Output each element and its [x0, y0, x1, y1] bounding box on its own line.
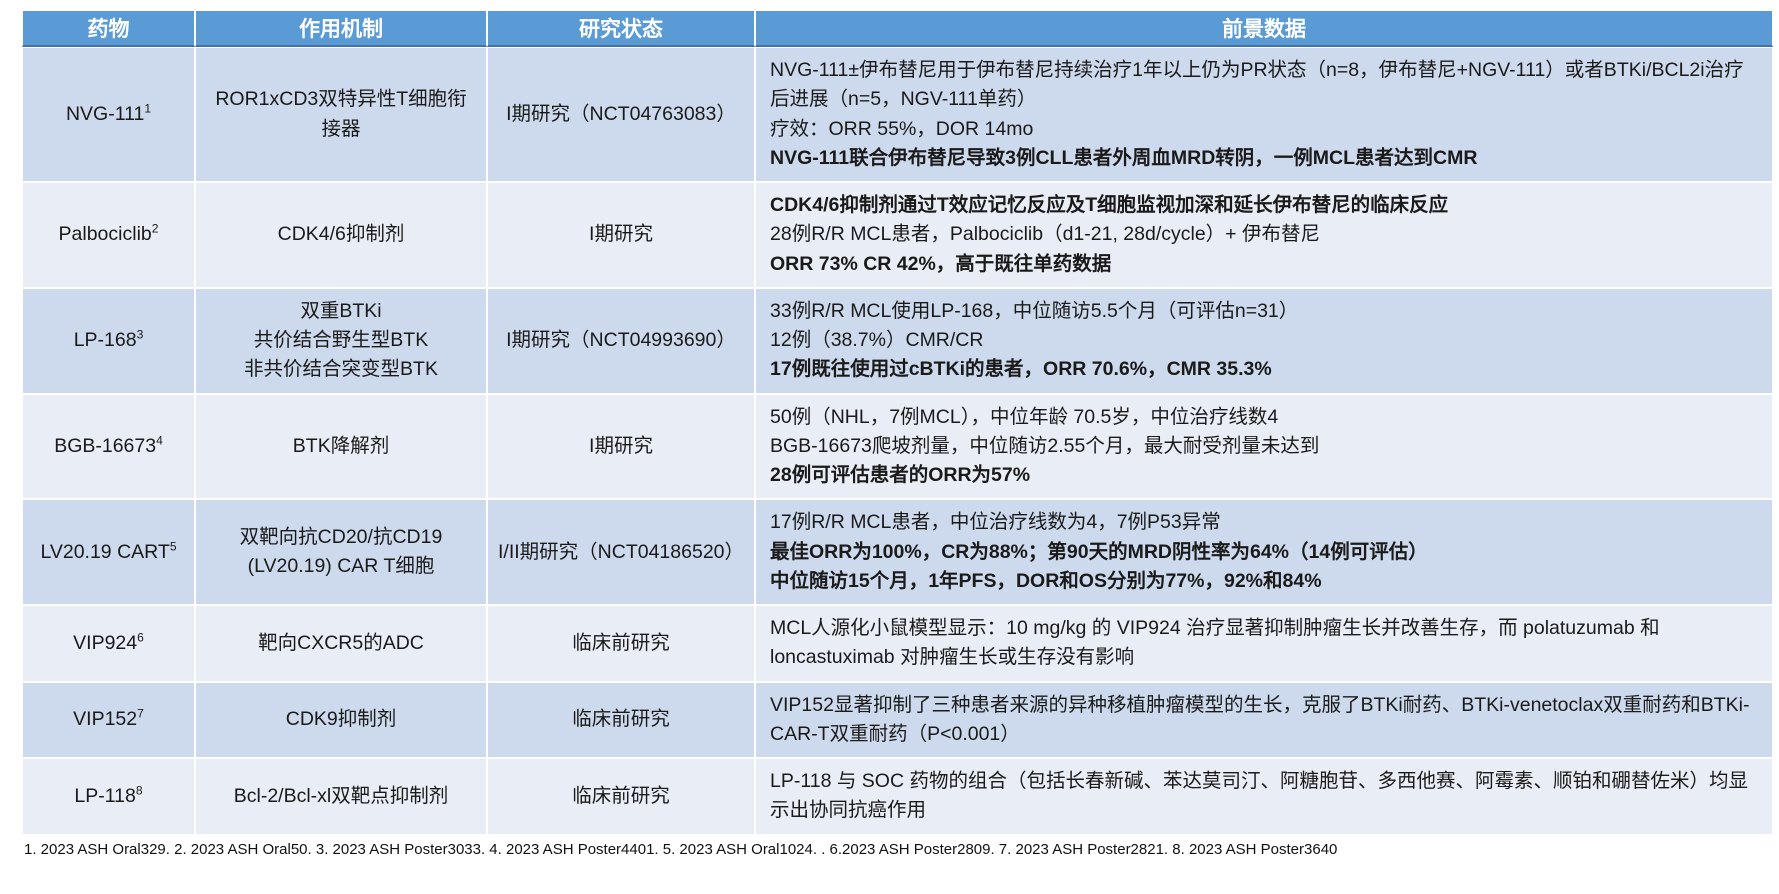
table-row: LP-1188 Bcl-2/Bcl-xl双靶点抑制剂 临床前研究 LP-118 与 S…	[22, 758, 1773, 835]
drug-name: VIP152	[73, 708, 138, 731]
drug-name: LP-118	[74, 784, 136, 807]
drug-cell: VIP1527	[22, 681, 195, 758]
mechanism-line: 双重BTKi	[300, 299, 382, 322]
drug-footnote-ref: 7	[137, 706, 144, 721]
drug-cell: BGB-166734	[22, 393, 195, 500]
mechanism-line: (LV20.19) CAR T细胞	[247, 555, 435, 578]
mechanism-line: 共价结合野生型BTK	[253, 329, 429, 351]
table-row: VIP9246 靶向CXCR5的ADC 临床前研究 MCL人源化小鼠模型显示：10 m…	[22, 605, 1773, 682]
prospect-data-cell: 17例R/R MCL患者，中位治疗线数为4，7例P53异常最佳ORR为100%，…	[755, 499, 1773, 605]
prospect-line: 疗效：ORR 55%，DOR 14mo	[770, 117, 1034, 140]
drug-footnote-ref: 2	[151, 221, 159, 236]
drug-footnote-ref: 4	[156, 433, 163, 448]
table-row: Palbociclib2 CDK4/6抑制剂 I期研究 CDK4/6抑制剂通过T效应记…	[22, 182, 1773, 288]
drug-name: LV20.19 CART	[40, 540, 170, 563]
mechanism-line: CDK9抑制剂	[285, 708, 397, 731]
table-row: LV20.19 CART5 双靶向抗CD20/抗CD19 (LV20.19) CAR…	[22, 499, 1773, 605]
prospect-data-cell: LP-118 与 SOC 药物的组合（包括长春新碱、苯达莫司汀、阿糖胞苷、多西他…	[755, 758, 1773, 835]
prospect-line: 17例R/R MCL患者，中位治疗线数为4，7例P53异常	[770, 511, 1221, 534]
status-cell: I/II期研究（NCT04186520）	[487, 499, 755, 605]
table-body: NVG-1111 ROR1xCD3双特异性T细胞衔接器 I期研究（NCT047630…	[22, 47, 1773, 835]
header-row: 药物 作用机制 研究状态 前景数据	[22, 10, 1773, 47]
status-cell: 临床前研究	[487, 681, 755, 758]
mechanism-cell: ROR1xCD3双特异性T细胞衔接器	[195, 47, 487, 182]
column-header-mechanism: 作用机制	[195, 10, 487, 47]
mechanism-line: Bcl-2/Bcl-xl双靶点抑制剂	[233, 784, 449, 807]
status-cell: I期研究	[487, 393, 755, 500]
prospect-line: VIP152显著抑制了三种患者来源的异种移植肿瘤模型的生长，克服了BTKi耐药、…	[770, 693, 1750, 745]
mechanism-cell: 双重BTKi 共价结合野生型BTK 非共价结合突变型BTK	[195, 287, 487, 394]
mechanism-line: 双靶向抗CD20/抗CD19	[239, 525, 443, 548]
mechanism-cell: CDK9抑制剂	[195, 681, 487, 758]
status-cell: 临床前研究	[487, 758, 755, 835]
prospect-line: 28例可评估患者的ORR为57%	[770, 464, 1031, 486]
mechanism-line: ROR1xCD3双特异性T细胞衔接器	[215, 88, 467, 140]
prospect-data-cell: NVG-111±伊布替尼用于伊布替尼持续治疗1年以上仍为PR状态（n=8，伊布替…	[755, 47, 1773, 182]
prospect-data-cell: MCL人源化小鼠模型显示：10 mg/kg 的 VIP924 治疗显著抑制肿瘤生…	[755, 605, 1773, 682]
drug-name: NVG-111	[65, 102, 145, 125]
table-row: VIP1527 CDK9抑制剂 临床前研究 VIP152显著抑制了三种患者来源的异种移…	[22, 681, 1773, 758]
drug-name: BGB-16673	[54, 434, 157, 457]
drug-cell: Palbociclib2	[22, 182, 195, 288]
mechanism-cell: CDK4/6抑制剂	[195, 182, 487, 288]
drug-footnote-ref: 1	[144, 101, 152, 116]
drug-cell: VIP9246	[22, 605, 195, 682]
prospect-line: NVG-111联合伊布替尼导致3例CLL患者外周血MRD转阴，一例MCL患者达到…	[770, 146, 1478, 169]
prospect-line: ORR 73% CR 42%，高于既往单药数据	[770, 252, 1112, 275]
column-header-drug: 药物	[22, 10, 195, 47]
prospect-line: 33例R/R MCL使用LP-168，中位随访5.5个月（可评估n=31）	[770, 299, 1299, 322]
prospect-line: MCL人源化小鼠模型显示：10 mg/kg 的 VIP924 治疗显著抑制肿瘤生…	[770, 617, 1660, 669]
prospect-data-cell: 50例（NHL，7例MCL），中位年龄 70.5岁，中位治疗线数4 BGB-166…	[755, 393, 1773, 500]
drug-cell: LP-1188	[22, 758, 195, 835]
table-row: BGB-166734 BTK降解剂 I期研究 50例（NHL，7例MCL），中位年龄 …	[22, 393, 1773, 500]
prospect-line: 28例R/R MCL患者，Palbociclib（d1-21, 28d/cycl…	[770, 223, 1320, 246]
prospect-line: 最佳ORR为100%，CR为88%；第90天的MRD阴性率为64%（14例可评估…	[770, 540, 1428, 563]
prospect-line: 50例（NHL，7例MCL），中位年龄 70.5岁，中位治疗线数4	[770, 405, 1279, 428]
mechanism-line: 非共价结合突变型BTK	[244, 358, 438, 381]
status-cell: 临床前研究	[487, 605, 755, 682]
status-cell: I期研究	[487, 182, 755, 288]
prospect-data-cell: CDK4/6抑制剂通过T效应记忆反应及T细胞监视加深和延长伊布替尼的临床反应 28…	[755, 182, 1773, 288]
status-cell: I期研究（NCT04993690）	[487, 287, 755, 394]
mechanism-cell: BTK降解剂	[195, 393, 487, 500]
mechanism-line: 靶向CXCR5的ADC	[258, 631, 424, 654]
prospect-line: LP-118 与 SOC 药物的组合（包括长春新碱、苯达莫司汀、阿糖胞苷、多西他…	[770, 770, 1748, 822]
mechanism-line: CDK4/6抑制剂	[277, 223, 405, 246]
prospect-line: CDK4/6抑制剂通过T效应记忆反应及T细胞监视加深和延长伊布替尼的临床反应	[770, 194, 1449, 216]
drug-footnote-ref: 3	[136, 327, 144, 342]
footnote: 1. 2023 ASH Oral329. 2. 2023 ASH Oral50.…	[24, 840, 1338, 858]
prospect-line: 17例既往使用过cBTKi的患者，ORR 70.6%，CMR 35.3%	[770, 358, 1272, 381]
drug-cell: LP-1683	[22, 287, 195, 394]
drug-name: VIP924	[73, 631, 138, 654]
drug-pipeline-table: 药物 作用机制 研究状态 前景数据 NVG-1111 ROR1xCD3双特异性T细…	[22, 10, 1773, 835]
column-header-prospect-data: 前景数据	[755, 10, 1773, 47]
table-row: NVG-1111 ROR1xCD3双特异性T细胞衔接器 I期研究（NCT047630…	[22, 47, 1773, 182]
drug-cell: LV20.19 CART5	[22, 499, 195, 605]
prospect-line: 12例（38.7%）CMR/CR	[770, 329, 984, 351]
drug-footnote-ref: 5	[169, 539, 177, 553]
prospect-line: BGB-16673爬坡剂量，中位随访2.55个月，最大耐受剂量未达到	[770, 434, 1320, 457]
column-header-status: 研究状态	[487, 10, 755, 47]
mechanism-cell: 双靶向抗CD20/抗CD19 (LV20.19) CAR T细胞	[195, 499, 487, 605]
status-cell: I期研究（NCT04763083）	[487, 47, 755, 182]
drug-name: LP-168	[73, 329, 137, 351]
table-row: LP-1683 双重BTKi 共价结合野生型BTK 非共价结合突变型BTK I期研究（N…	[22, 287, 1773, 394]
prospect-line: NVG-111±伊布替尼用于伊布替尼持续治疗1年以上仍为PR状态（n=8，伊布替…	[770, 59, 1744, 111]
prospect-data-cell: VIP152显著抑制了三种患者来源的异种移植肿瘤模型的生长，克服了BTKi耐药、…	[755, 681, 1773, 758]
prospect-line: 中位随访15个月，1年PFS，DOR和OS分别为77%，92%和84%	[770, 569, 1322, 592]
drug-footnote-ref: 8	[135, 783, 143, 798]
mechanism-line: BTK降解剂	[292, 434, 390, 457]
drug-cell: NVG-1111	[22, 47, 195, 182]
drug-footnote-ref: 6	[137, 630, 144, 645]
mechanism-cell: Bcl-2/Bcl-xl双靶点抑制剂	[195, 758, 487, 835]
mechanism-cell: 靶向CXCR5的ADC	[195, 605, 487, 682]
drug-name: Palbociclib	[58, 223, 152, 246]
prospect-data-cell: 33例R/R MCL使用LP-168，中位随访5.5个月（可评估n=31） 12例…	[755, 287, 1773, 394]
